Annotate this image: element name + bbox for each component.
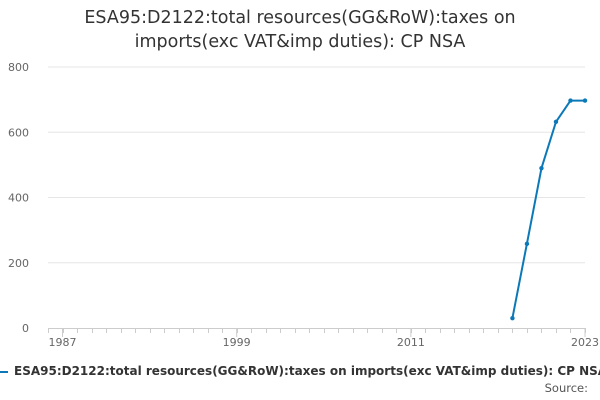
- data-point-2018[interactable]: [510, 316, 515, 321]
- y-tick-label-400: 400: [8, 192, 29, 205]
- y-tick-label-600: 600: [8, 126, 29, 139]
- data-point-2022[interactable]: [568, 98, 573, 103]
- data-point-2023[interactable]: [582, 98, 588, 103]
- data-point-2021[interactable]: [553, 119, 559, 125]
- chart-title-line-2: imports(exc VAT&imp duties): CP NSA: [134, 32, 466, 52]
- legend-series-symbol: [0, 370, 8, 373]
- x-tick-label-2011: 2011: [397, 336, 425, 349]
- chart-title-line-1: ESA95:D2122:total resources(GG&RoW):taxe…: [84, 8, 516, 28]
- series-line-0: [511, 99, 585, 319]
- x-tick-label-1999: 1999: [223, 336, 251, 349]
- x-tick-label-1987: 1987: [49, 336, 77, 349]
- legend-series-label: ESA95:D2122:total resources(GG&RoW):taxe…: [14, 364, 600, 378]
- x-tick-label-2023: 2023: [571, 336, 599, 349]
- data-point-2019[interactable]: [524, 241, 530, 247]
- y-tick-label-200: 200: [8, 257, 29, 270]
- chart-title: ESA95:D2122:total resources(GG&RoW):taxe…: [0, 6, 600, 54]
- y-tick-label-0: 0: [22, 322, 29, 335]
- y-tick-label-800: 800: [8, 61, 29, 74]
- legend[interactable]: ESA95:D2122:total resources(GG&RoW):taxe…: [0, 364, 600, 378]
- data-point-2020[interactable]: [539, 165, 544, 171]
- source-label: Source:: [544, 381, 588, 395]
